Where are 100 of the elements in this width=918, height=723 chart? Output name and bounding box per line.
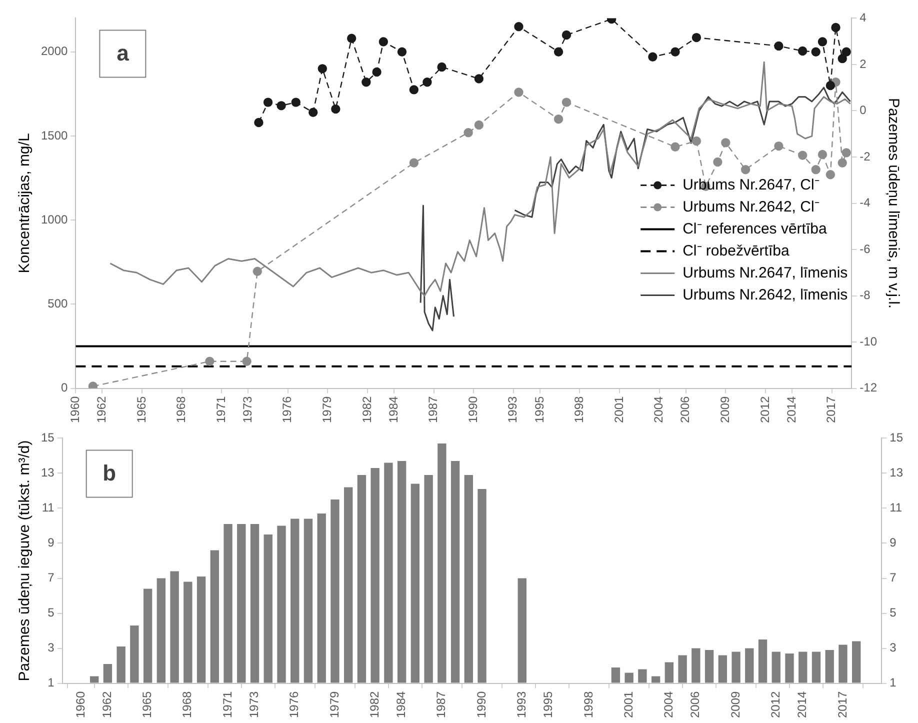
y2-axis-title: Pazemes ūdeņu līmenis, m v.j.l.	[884, 98, 902, 309]
x-tick-label: 1973	[247, 690, 262, 718]
y2-tick-label: 0	[860, 103, 867, 118]
x-tick-label: 1995	[541, 690, 556, 718]
x-tick-label: 1984	[386, 396, 400, 424]
y-tick-label: 15	[40, 430, 55, 445]
x-tick-label: 1982	[360, 396, 374, 424]
y2-tick-label: -10	[860, 334, 878, 348]
point	[826, 170, 836, 180]
point	[554, 47, 564, 56]
x-tick-label: 1984	[394, 690, 408, 718]
legend-label: Cl⁻ robežvērtība	[682, 242, 790, 260]
legend-label: Urbums Nr.2647, Cl⁻	[682, 176, 820, 194]
point	[474, 74, 484, 84]
y2-tick-label: 2	[860, 56, 867, 71]
point	[409, 158, 419, 168]
point	[838, 158, 847, 168]
point	[318, 64, 328, 74]
y2-tick-label: 3	[890, 640, 897, 655]
point	[263, 98, 273, 107]
y-tick-label: 11	[42, 500, 55, 515]
x-tick-label: 2001	[612, 396, 626, 424]
point	[362, 78, 371, 87]
point	[692, 136, 702, 146]
y2-tick-label: 11	[890, 500, 902, 515]
y-tick-label: 3	[48, 640, 55, 655]
point	[514, 22, 524, 32]
x-tick-label: 1990	[474, 690, 488, 718]
point	[242, 356, 252, 366]
y-tick-label: 2000	[40, 44, 68, 58]
x-tick-label: 1998	[572, 396, 586, 424]
point	[205, 356, 214, 366]
point	[562, 30, 572, 40]
y-axis-title: Koncentrācijas, mg/L	[16, 133, 34, 274]
x-tick-label: 1995	[532, 396, 546, 424]
point	[670, 142, 680, 152]
point	[713, 157, 722, 167]
x-tick-label: 2017	[824, 396, 838, 424]
x-tick-label: 1987	[426, 396, 440, 424]
point	[842, 148, 851, 158]
x-tick-label: 2004	[662, 690, 676, 718]
point	[331, 104, 340, 114]
x-tick-label: 1965	[140, 690, 154, 718]
x-tick-label: 1990	[466, 396, 480, 424]
x-tick-label: 1971	[220, 690, 234, 718]
x-tick-label: 1993	[506, 396, 520, 424]
point	[276, 101, 286, 110]
x-tick-label: 1968	[174, 396, 188, 424]
point	[437, 62, 446, 72]
point	[378, 37, 388, 46]
point	[291, 98, 300, 107]
x-tick-label: 1960	[73, 690, 88, 718]
x-tick-label: 2012	[768, 690, 782, 718]
point	[562, 98, 572, 107]
point	[88, 382, 98, 388]
point	[838, 54, 847, 64]
x-tick-label: 2006	[688, 690, 702, 718]
annotation: a	[116, 40, 130, 66]
legend-label: Urbums Nr.2647, līmenis	[682, 264, 848, 282]
x-tick-label: 1965	[134, 396, 148, 424]
x-tick-label: 1962	[94, 396, 109, 424]
x-tick-label: 1968	[180, 690, 194, 718]
x-tick-label: 1998	[581, 690, 596, 718]
x-tick-label: 2009	[718, 396, 732, 424]
x-tick-label: 1976	[287, 690, 302, 718]
x-tick-label: 2014	[784, 396, 798, 424]
x-tick-label: 1979	[320, 396, 334, 424]
y-tick-label: 5	[48, 606, 55, 620]
point	[818, 37, 828, 46]
point	[774, 141, 784, 151]
x-tick-label: 1971	[214, 396, 228, 424]
x-tick-label: 2017	[835, 690, 850, 718]
x-tick-label: 2001	[621, 690, 636, 718]
x-tick-label: 1960	[68, 396, 82, 424]
y-tick-label: 13	[40, 466, 55, 480]
x-tick-label: 2009	[728, 690, 742, 718]
x-tick-label: 1987	[434, 690, 448, 718]
point	[740, 165, 750, 174]
point	[346, 34, 356, 43]
y-tick-label: 1500	[40, 128, 68, 142]
y2-tick-label: -6	[860, 242, 871, 256]
y-tick-label: 0	[61, 380, 68, 395]
point	[721, 138, 730, 148]
y2-tick-label: -12	[860, 380, 878, 395]
point	[774, 41, 784, 51]
legend-label: Cl⁻ references vērtība	[682, 220, 828, 238]
legend-label: Urbums Nr.2642, līmenis	[682, 286, 848, 304]
x-tick-label: 1979	[327, 690, 342, 718]
point	[670, 47, 680, 56]
point	[464, 128, 473, 138]
point	[818, 150, 828, 160]
x-tick-label: 2014	[795, 690, 810, 718]
y-tick-label: 500	[48, 296, 68, 310]
y2-tick-label: 5	[890, 606, 897, 620]
x-tick-label: 1993	[514, 690, 528, 718]
point	[826, 80, 836, 90]
point	[811, 165, 820, 174]
legend-label: Urbums Nr.2642, Cl⁻	[682, 198, 820, 216]
point	[648, 52, 658, 62]
point	[831, 22, 840, 32]
